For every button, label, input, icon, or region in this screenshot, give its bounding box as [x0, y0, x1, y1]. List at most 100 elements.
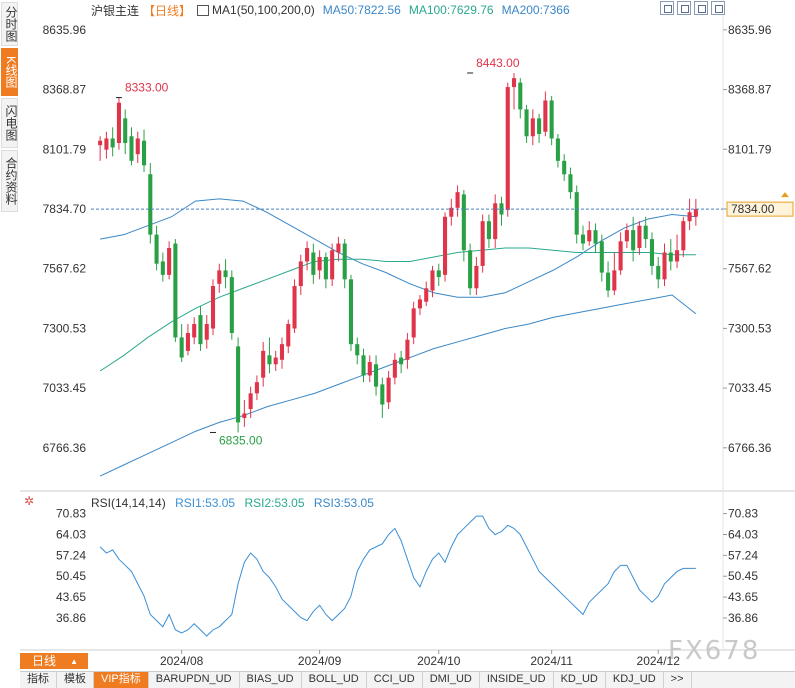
candle: [530, 118, 535, 137]
tab-kline[interactable]: K线图: [1, 48, 18, 96]
candle: [135, 138, 140, 155]
candle: [668, 252, 673, 262]
candle: [612, 270, 617, 291]
candle: [185, 332, 190, 351]
candle: [480, 221, 485, 266]
rsi-tick-label-left: 43.65: [56, 590, 86, 604]
candle: [637, 225, 642, 249]
candle: [442, 216, 448, 275]
window-icon[interactable]: [677, 1, 691, 15]
price-tick-label-left: 6766.36: [43, 441, 87, 455]
candle: [148, 174, 153, 235]
tab-barupdn[interactable]: BARUPDN_UD: [149, 672, 240, 688]
tab-flash[interactable]: 闪电图: [1, 98, 18, 148]
rsi-tick-label-left: 64.03: [56, 527, 86, 541]
candle: [298, 261, 303, 287]
candle: [323, 256, 328, 280]
candle: [430, 270, 435, 291]
price-tick-label-left: 7300.53: [43, 321, 87, 335]
tab-timeshare[interactable]: 分时图: [1, 2, 18, 46]
candle: [587, 230, 592, 242]
period-button[interactable]: 日线: [20, 653, 88, 670]
symbol-label: 沪银主连: [91, 3, 140, 18]
candle: [392, 359, 397, 378]
indicator-label[interactable]: MA1(50,100,200,0): [212, 3, 315, 17]
candle: [342, 243, 347, 280]
candle: [242, 413, 247, 418]
price-tick-label: 7300.53: [728, 321, 772, 335]
period-label[interactable]: 【日线】: [143, 3, 192, 18]
candle: [123, 118, 128, 143]
rsi1-line: [99, 515, 696, 637]
tab-boll[interactable]: BOLL_UD: [302, 672, 367, 688]
tab-vip-indicators[interactable]: VIP指标: [94, 672, 149, 688]
candle: [167, 248, 172, 275]
watermark: FX678: [668, 636, 761, 666]
tab-bias[interactable]: BIAS_UD: [240, 672, 302, 688]
close-icon[interactable]: [694, 1, 708, 15]
rsi-tick-label: 43.65: [728, 590, 758, 604]
candle: [261, 350, 266, 378]
candle: [511, 78, 517, 88]
candle: [474, 265, 479, 289]
gear-icon[interactable]: ✲: [23, 494, 35, 508]
tab-kd[interactable]: KD_UD: [554, 672, 606, 688]
candle: [236, 346, 241, 423]
rsi-tick-label: 70.83: [728, 507, 758, 521]
candle: [493, 203, 498, 240]
rsi-tick-label: 50.45: [728, 569, 758, 583]
price-arrow-icon: [781, 192, 789, 198]
candle: [305, 248, 310, 262]
candle: [217, 270, 222, 284]
price-tick-label: 8101.79: [728, 142, 772, 156]
price-tick-label: 7033.45: [728, 381, 772, 395]
tab-dmi[interactable]: DMI_UD: [423, 672, 480, 688]
candle: [367, 362, 372, 376]
candle: [555, 138, 560, 161]
candle: [505, 87, 510, 211]
indicator-icon[interactable]: [197, 4, 210, 16]
tab-kdj[interactable]: KDJ_UD: [606, 672, 664, 688]
candle: [204, 324, 209, 340]
tab-template[interactable]: 模板: [57, 672, 94, 688]
candle: [141, 140, 147, 166]
candle: [267, 355, 272, 365]
candle: [568, 174, 573, 193]
tab-cci[interactable]: CCI_UD: [367, 672, 423, 688]
rsi-label[interactable]: RSI(14,14,14): [91, 496, 166, 510]
candle: [417, 299, 422, 309]
tab-contract-info[interactable]: 合约资料: [1, 150, 18, 212]
current-price-label: 7834.00: [731, 202, 775, 216]
candle: [662, 252, 667, 280]
date-tick-label: 2024/10: [417, 654, 461, 668]
candle: [192, 324, 197, 338]
date-tick-label: 2024/09: [298, 654, 342, 668]
candle: [98, 140, 103, 146]
candle: [110, 138, 115, 148]
candle: [580, 234, 586, 244]
candle: [198, 315, 203, 345]
zoom-icon[interactable]: [660, 1, 674, 15]
sidebar: 分时图 K线图 闪电图 合约资料: [0, 0, 20, 214]
rsi-tick-label-left: 70.83: [56, 507, 86, 521]
candle: [160, 261, 165, 275]
settings-icon[interactable]: [711, 1, 725, 15]
candle: [254, 382, 259, 394]
tab-indicators[interactable]: 指标: [20, 672, 57, 688]
candle: [411, 308, 416, 338]
ma50-value: MA50:7822.56: [322, 3, 401, 17]
rsi-tick-label: 57.24: [728, 548, 758, 562]
candle: [649, 239, 655, 266]
candle: [524, 109, 529, 137]
ma100-value: MA100:7629.76: [408, 3, 494, 17]
rsi-tick-label-left: 36.86: [56, 611, 86, 625]
candle: [248, 393, 253, 409]
candle: [386, 377, 391, 403]
tab-inside[interactable]: INSIDE_UD: [480, 672, 554, 688]
tab-more[interactable]: >>: [664, 672, 692, 688]
price-tick-label: 8368.87: [728, 83, 772, 97]
candle: [311, 252, 316, 275]
rsi-tick-label: 36.86: [728, 611, 758, 625]
candle: [399, 357, 404, 365]
